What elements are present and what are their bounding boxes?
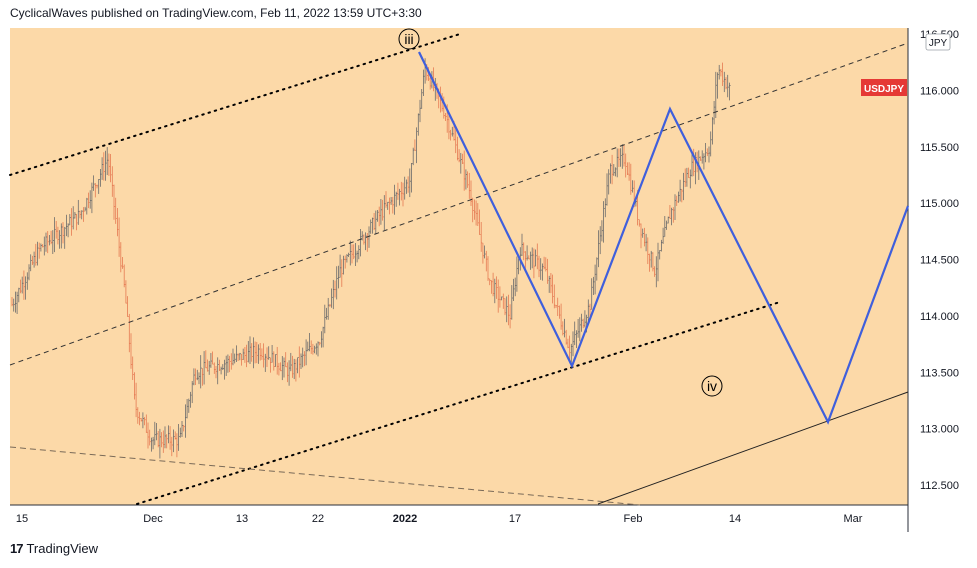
time-tick-label: Mar [844,513,863,525]
price-tick-label: 116.000 [920,85,959,97]
plot-area[interactable] [10,28,908,505]
symbol-badge: USDJPY [861,79,907,96]
price-axis-labels: 116.500116.000115.500115.000114.500114.0… [920,29,959,492]
lower-dotted-channel [136,301,781,505]
middle-dashed-channel [9,42,909,366]
symbol-badge-box [861,79,907,96]
tradingview-brand: TradingView [26,541,99,556]
price-tick-label: 113.000 [920,424,959,436]
price-tick-label: 115.500 [920,142,959,154]
price-tick-label: 114.500 [920,255,959,267]
wave-label-iv-circle [701,375,723,397]
publish-header: CyclicalWaves published on TradingView.c… [10,6,422,20]
currency-badge-text: JPY [929,38,948,49]
candles-layer [11,58,731,459]
tradingview-footer[interactable]: 17 TradingView [10,541,98,556]
wave-label-iii-text: iii [404,31,413,47]
bottom-dashed-line [9,446,641,506]
price-tick-label: 115.000 [920,198,959,210]
currency-badge-box [925,33,951,51]
wave-projection-line [418,51,910,425]
time-tick-label: 22 [312,513,324,525]
price-tick-label: 112.500 [920,480,959,492]
time-axis-labels: 15 Dec 13 22 2022 17 Feb 14 Mar [16,513,863,525]
price-tick-label: 114.000 [920,311,959,323]
time-tick-label: Feb [624,513,643,525]
wave-label-iv-text: iv [707,378,717,394]
wave-label-iii-circle [398,28,420,50]
time-tick-label: 17 [509,513,521,525]
price-chart[interactable]: iii iv 116.500116.000115.500115.000114.5… [0,28,977,558]
trendlines [9,33,909,506]
tradingview-logo-icon: 17 [10,541,24,556]
wave-label-iv: iv [701,375,723,397]
price-tick-label: 113.500 [920,367,959,379]
wave-label-iii: iii [398,28,420,50]
price-axis[interactable] [908,28,977,532]
currency-badge: JPY [925,33,951,51]
time-tick-label: Dec [143,513,163,525]
symbol-badge-text: USDJPY [864,84,904,95]
time-tick-label: 13 [236,513,248,525]
time-tick-label: 15 [16,513,28,525]
time-tick-label: 2022 [393,513,417,525]
upper-dotted-channel [9,33,461,176]
time-tick-label: 14 [729,513,741,525]
time-axis[interactable] [10,505,908,532]
lower-solid-trendline [597,391,909,505]
